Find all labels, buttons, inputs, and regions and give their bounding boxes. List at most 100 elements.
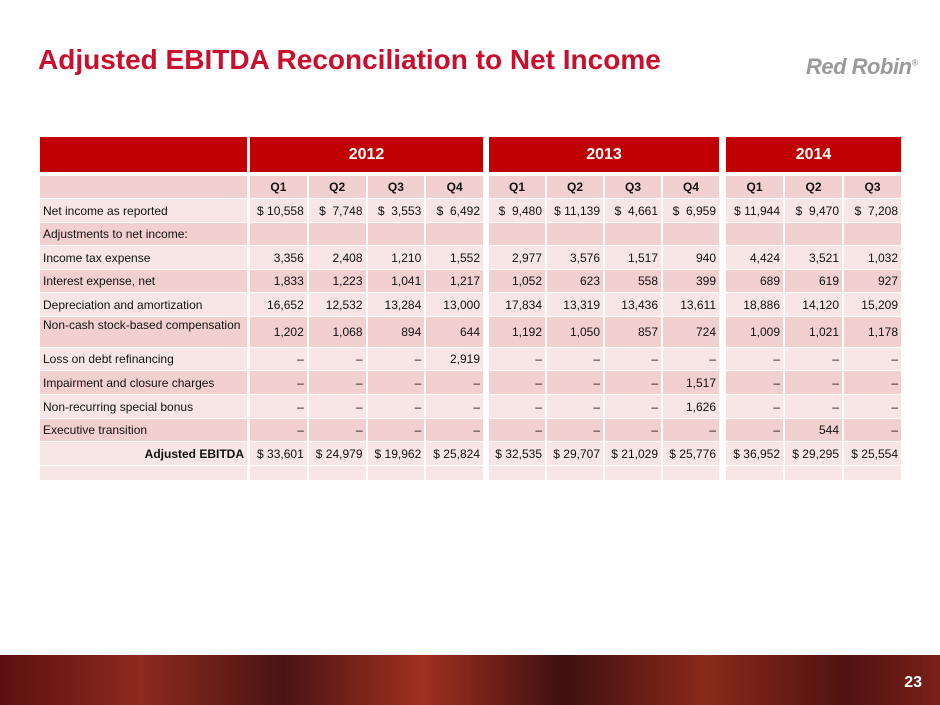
value-cell: – (605, 395, 661, 418)
value-cell: 16,652 (250, 293, 307, 316)
row-label: Adjusted EBITDA (40, 442, 247, 465)
value-cell: 1,021 (785, 317, 842, 347)
row-label: Loss on debt refinancing (40, 348, 247, 370)
value-cell (489, 223, 545, 245)
value-cell: 13,319 (547, 293, 603, 316)
value-cell: – (547, 395, 603, 418)
value-cell: 12,532 (308, 293, 366, 316)
value-cell: $ 6,959 (663, 199, 719, 222)
value-cell: – (367, 419, 425, 441)
value-cell: 1,009 (726, 317, 783, 347)
page-number: 23 (904, 674, 922, 691)
value-cell: 689 (726, 270, 783, 292)
value-cell: – (489, 348, 545, 370)
value-cell (785, 223, 842, 245)
value-cell: $ 11,139 (547, 199, 603, 222)
value-cell: 1,217 (426, 270, 483, 292)
value-cell: $ 32,535 (489, 442, 545, 465)
value-cell: $ 29,707 (547, 442, 603, 465)
quarter-header: Q3 (605, 176, 661, 198)
value-cell: – (308, 395, 366, 418)
value-cell: 2,919 (426, 348, 483, 370)
value-cell (250, 223, 307, 245)
year-header: 2014 (726, 137, 901, 172)
photo-strip (0, 655, 940, 705)
quarter-header: Q1 (489, 176, 545, 198)
value-cell: 558 (605, 270, 661, 292)
value-cell: 623 (547, 270, 603, 292)
value-cell: 1,223 (308, 270, 366, 292)
value-cell: – (663, 419, 719, 441)
value-cell: – (250, 371, 307, 394)
value-cell: – (726, 371, 783, 394)
row-label: Income tax expense (40, 246, 247, 269)
value-cell: 1,052 (489, 270, 545, 292)
value-cell: $ 11,944 (726, 199, 783, 222)
quarter-header: Q1 (726, 176, 783, 198)
value-cell: 1,032 (844, 246, 901, 269)
value-cell: 3,356 (250, 246, 307, 269)
value-cell: – (605, 371, 661, 394)
value-cell: – (726, 348, 783, 370)
value-cell: – (785, 395, 842, 418)
quarter-header: Q3 (367, 176, 425, 198)
value-cell (547, 223, 603, 245)
empty-cell (844, 466, 901, 480)
value-cell (426, 223, 483, 245)
value-cell: $ 7,748 (308, 199, 366, 222)
value-cell: 13,611 (663, 293, 719, 316)
empty-cell (547, 466, 603, 480)
value-cell: 1,626 (663, 395, 719, 418)
logo: Red Robin® (806, 54, 918, 80)
empty-cell (426, 466, 483, 480)
row-label: Net income as reported (40, 199, 247, 222)
value-cell: 2,408 (308, 246, 366, 269)
value-cell: $ 25,776 (663, 442, 719, 465)
value-cell: – (844, 371, 901, 394)
title: Adjusted EBITDA Reconciliation to Net In… (38, 44, 661, 75)
value-cell: – (844, 395, 901, 418)
value-cell: $ 19,962 (367, 442, 425, 465)
value-cell: – (250, 395, 307, 418)
quarter-header: Q1 (250, 176, 307, 198)
value-cell: 1,050 (547, 317, 603, 347)
quarter-header: Q3 (844, 176, 901, 198)
row-label (40, 176, 247, 198)
value-cell: 1,068 (308, 317, 366, 347)
empty-cell (367, 466, 425, 480)
row-label: Depreciation and amortization (40, 293, 247, 316)
quarter-header: Q2 (785, 176, 842, 198)
value-cell: 13,000 (426, 293, 483, 316)
value-cell: $ 4,661 (605, 199, 661, 222)
empty-cell (489, 466, 545, 480)
value-cell: 2,977 (489, 246, 545, 269)
value-cell: 17,834 (489, 293, 545, 316)
value-cell: – (489, 371, 545, 394)
logo-text: Red Robin (806, 54, 912, 79)
value-cell: 3,521 (785, 246, 842, 269)
value-cell: $ 9,480 (489, 199, 545, 222)
year-header: 2012 (250, 137, 483, 172)
value-cell: 1,552 (426, 246, 483, 269)
value-cell: – (844, 419, 901, 441)
value-cell: – (308, 371, 366, 394)
value-cell: $ 6,492 (426, 199, 483, 222)
row-label: Non-cash stock-based compensation (40, 317, 247, 347)
value-cell: 1,041 (367, 270, 425, 292)
value-cell: – (489, 395, 545, 418)
value-cell (308, 223, 366, 245)
value-cell: 14,120 (785, 293, 842, 316)
value-cell: 544 (785, 419, 842, 441)
value-cell: – (308, 419, 366, 441)
value-cell: 13,436 (605, 293, 661, 316)
value-cell: $ 25,554 (844, 442, 901, 465)
value-cell: 1,202 (250, 317, 307, 347)
row-label: Executive transition (40, 419, 247, 441)
empty-cell (785, 466, 842, 480)
empty-cell (663, 466, 719, 480)
value-cell: – (844, 348, 901, 370)
value-cell: 894 (367, 317, 425, 347)
value-cell: $ 3,553 (367, 199, 425, 222)
quarter-header: Q2 (547, 176, 603, 198)
